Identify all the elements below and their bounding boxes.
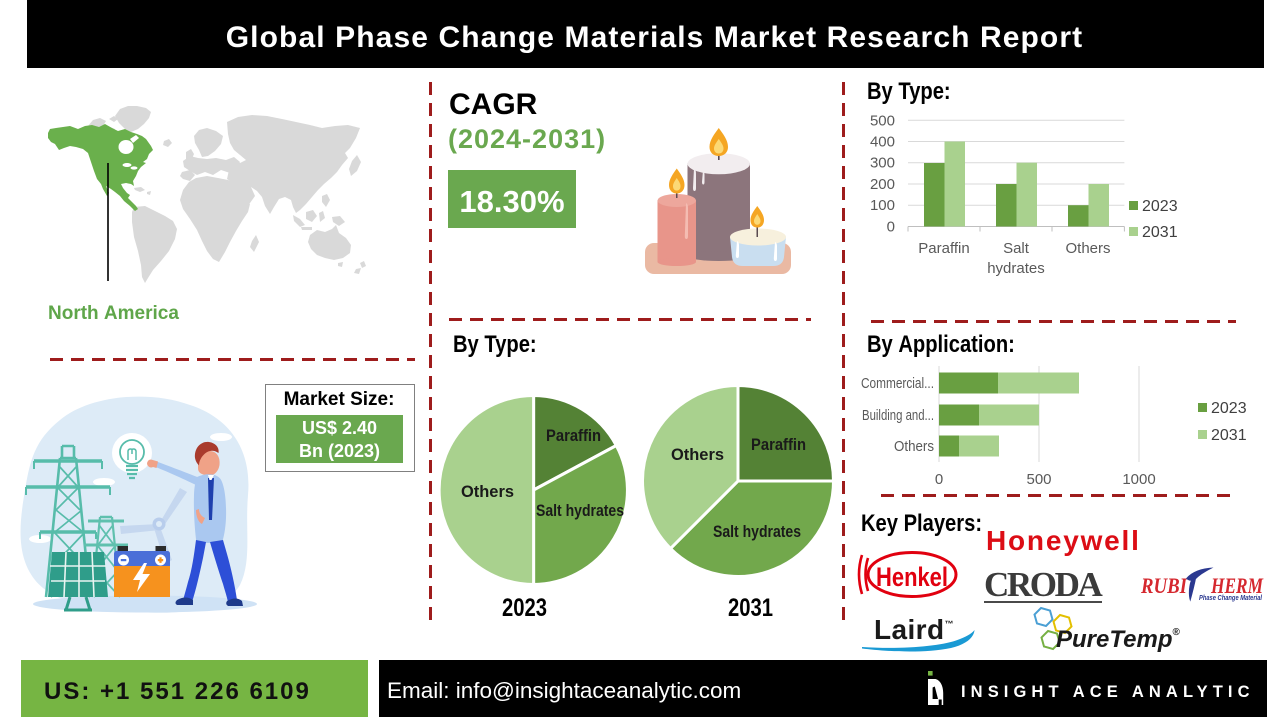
svg-text:200: 200 xyxy=(870,176,895,193)
svg-text:2031: 2031 xyxy=(728,594,773,622)
svg-text:Others: Others xyxy=(894,438,934,455)
svg-text:Others: Others xyxy=(461,482,514,501)
svg-text:Commercial...: Commercial... xyxy=(861,375,934,392)
svg-text:hydrates: hydrates xyxy=(987,260,1045,277)
svg-text:2023: 2023 xyxy=(502,594,547,622)
svg-text:Others: Others xyxy=(671,445,724,464)
svg-text:RUBI: RUBI xyxy=(1140,573,1188,598)
svg-text:Paraffin: Paraffin xyxy=(751,435,806,454)
svg-text:Salt: Salt xyxy=(1003,240,1030,257)
svg-text:500: 500 xyxy=(870,112,895,129)
svg-text:2031: 2031 xyxy=(1142,224,1178,241)
svg-text:Others: Others xyxy=(1065,240,1110,257)
svg-text:Phase Change Material: Phase Change Material xyxy=(1199,593,1263,602)
svg-text:100: 100 xyxy=(870,197,895,214)
svg-text:300: 300 xyxy=(870,155,895,172)
svg-text:Paraffin: Paraffin xyxy=(546,426,601,445)
svg-text:2023: 2023 xyxy=(1211,400,1247,417)
svg-text:HERM: HERM xyxy=(1210,573,1264,598)
svg-text:400: 400 xyxy=(870,134,895,151)
svg-text:500: 500 xyxy=(1026,471,1051,488)
svg-text:Salt hydrates: Salt hydrates xyxy=(536,501,624,520)
svg-text:Building and...: Building and... xyxy=(862,407,934,424)
svg-text:2031: 2031 xyxy=(1211,427,1247,444)
svg-text:Henkel: Henkel xyxy=(876,562,948,592)
svg-text:0: 0 xyxy=(935,471,943,488)
svg-text:2023: 2023 xyxy=(1142,198,1178,215)
svg-text:0: 0 xyxy=(887,219,895,236)
svg-text:1000: 1000 xyxy=(1122,471,1155,488)
svg-text:Salt hydrates: Salt hydrates xyxy=(713,522,801,541)
svg-text:Paraffin: Paraffin xyxy=(918,240,969,257)
